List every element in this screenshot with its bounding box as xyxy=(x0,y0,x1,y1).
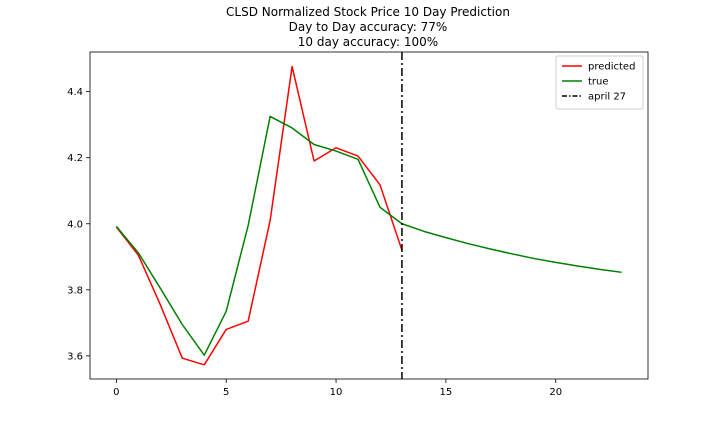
series-line-true xyxy=(115,115,622,356)
y-tick-label-4: 4.0 xyxy=(67,219,83,230)
y-tick-label-3.6: 3.6 xyxy=(67,351,83,362)
legend-box xyxy=(555,55,644,110)
chart-title: CLSD Normalized Stock Price 10 Day Predi… xyxy=(226,5,510,49)
series-line-predicted xyxy=(115,65,403,366)
y-tick-label-3.8: 3.8 xyxy=(67,285,83,296)
chart-title-line-2: Day to Day accuracy: 77% xyxy=(289,20,448,34)
axes: 0 5 10 15 20 3.6 3.8 4.0 4.2 4.4 xyxy=(67,51,649,398)
x-tick-label-10: 10 xyxy=(330,387,343,398)
y-tick-label-4.2: 4.2 xyxy=(67,153,83,164)
x-tick-label-20: 20 xyxy=(549,387,562,398)
legend-label-true: true xyxy=(588,77,609,88)
x-tick-label-5: 5 xyxy=(223,387,229,398)
plot-area xyxy=(115,52,622,379)
axes-frame xyxy=(89,51,649,380)
legend-label-predicted: predicted xyxy=(588,62,635,73)
chart-title-line-1: CLSD Normalized Stock Price 10 Day Predi… xyxy=(226,5,510,19)
x-tick-label-0: 0 xyxy=(113,387,119,398)
y-tick-label-4.4: 4.4 xyxy=(67,87,83,98)
x-tick-label-15: 15 xyxy=(440,387,453,398)
legend: predicted true april 27 xyxy=(555,55,644,110)
chart-title-line-3: 10 day accuracy: 100% xyxy=(298,35,438,49)
legend-label-april-27: april 27 xyxy=(588,92,626,103)
